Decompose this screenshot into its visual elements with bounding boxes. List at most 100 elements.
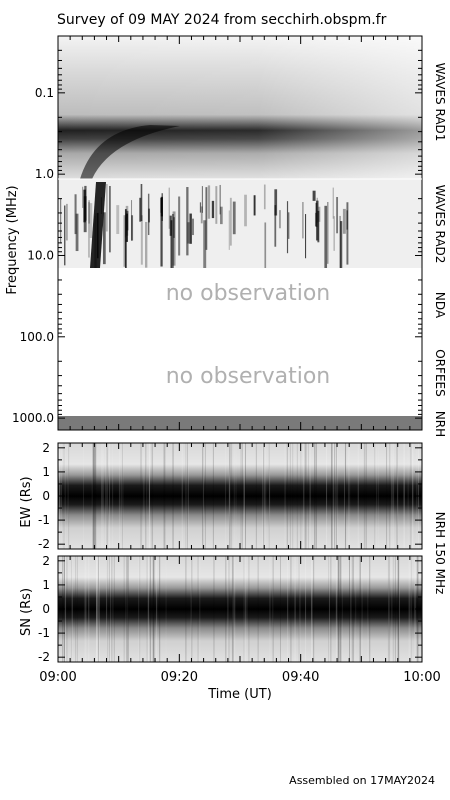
nrh-streak: [92, 443, 94, 549]
nrh-streak: [202, 443, 204, 549]
nrh-streak: [386, 443, 388, 549]
nrh-streak: [202, 443, 204, 549]
rad2-streak: [192, 218, 194, 236]
nrh-tick-label: 0: [42, 489, 50, 503]
nrh-streak: [359, 556, 361, 662]
nrh-streak: [185, 443, 187, 549]
nrh-streak: [268, 443, 270, 549]
nrh-streak: [397, 443, 399, 549]
nrh-streak: [361, 556, 363, 662]
nrh-streak: [97, 556, 99, 662]
nrh-streak: [334, 443, 336, 549]
nrh-streak: [71, 556, 73, 662]
nrh-streak: [243, 443, 245, 549]
nrh-streak: [96, 556, 98, 662]
nrh-streak: [248, 556, 250, 662]
rad2-streak: [199, 202, 202, 213]
frequency-axis-label: Frequency (MHz): [5, 185, 20, 294]
nrh-streak: [388, 556, 390, 662]
nrh-streak: [394, 556, 396, 662]
nrh-streak: [94, 443, 96, 549]
nrh-streak: [139, 556, 141, 662]
nrh-streak: [397, 556, 399, 662]
rad2-streak: [109, 186, 111, 253]
nrh-streak: [127, 556, 129, 662]
nrh-streak: [66, 556, 68, 662]
nrh-streak: [123, 556, 125, 662]
nrh-streak: [388, 556, 390, 662]
nrh-streak: [243, 556, 245, 662]
nrh-streak: [235, 443, 237, 549]
nrh-streak: [106, 556, 108, 662]
nrh-streak: [255, 443, 257, 549]
nrh-streak: [363, 443, 365, 549]
band-label-nda: NDA: [433, 292, 447, 319]
nrh-streak: [315, 443, 317, 549]
nrh-streak: [108, 556, 110, 662]
nrh-streak: [172, 443, 174, 549]
rad2-streak: [201, 186, 203, 213]
nrh-streak: [286, 443, 288, 549]
rad2-streak: [318, 206, 321, 222]
nrh-streak: [125, 556, 127, 662]
nrh-streak: [149, 556, 151, 662]
nrh-tick-label: 2: [42, 441, 50, 455]
nrh-streak: [118, 443, 120, 549]
rad2-streak: [171, 214, 174, 268]
rad2-streak: [228, 210, 230, 250]
rad2-streak: [140, 215, 143, 265]
nrh-streak: [106, 443, 108, 549]
time-tick-label: 09:40: [282, 670, 319, 685]
nrh-streak: [120, 443, 122, 549]
nrh-streak: [156, 556, 158, 662]
nrh-streak: [96, 556, 98, 662]
nrh-streak: [97, 556, 99, 662]
band-label-orfees: ORFEES: [433, 349, 447, 396]
nrh-streak: [269, 556, 271, 662]
nrh-streak: [414, 556, 416, 662]
rad2-streak: [333, 216, 335, 251]
nrh-streak: [337, 556, 339, 662]
nrh-streak: [328, 556, 330, 662]
nrh-streak: [294, 556, 296, 662]
nrh-streak: [367, 556, 369, 662]
nrh-freq-label: NRH 150 MHz: [433, 512, 447, 595]
rad2-streak: [336, 196, 339, 234]
freq-tick-label: 10.0: [27, 248, 54, 262]
rad1-fade: [58, 36, 422, 179]
nrh-streak: [185, 556, 187, 662]
nrh-streak: [64, 443, 66, 549]
nrh-streak: [298, 556, 300, 662]
rad2-streak: [278, 210, 281, 229]
nrh-streak: [244, 443, 246, 549]
nrh-streak: [148, 443, 150, 549]
nrh-streak: [292, 443, 294, 549]
nrh-streak: [122, 443, 124, 549]
nrh-streak: [152, 556, 154, 662]
rad2-burst: [90, 182, 106, 268]
nrh-streak: [91, 443, 93, 549]
rad2-streak: [219, 184, 221, 215]
nrh-streak: [407, 443, 409, 549]
nrh-streak: [352, 556, 354, 662]
rad2-streak: [263, 184, 266, 210]
nrh-streak: [197, 556, 199, 662]
nrh-streak: [75, 556, 77, 662]
nrh-streak: [159, 556, 161, 662]
nrh-streak: [359, 556, 361, 662]
nrh-streak: [121, 443, 123, 549]
rad2-streak: [123, 215, 126, 267]
nrh-streak: [67, 443, 69, 549]
nrh-streak: [234, 556, 236, 662]
rad2-streak: [172, 211, 176, 266]
nrh-band-image: [58, 416, 422, 430]
nrh-streak: [101, 443, 103, 549]
nrh-streak: [85, 556, 87, 662]
rad2-streak: [244, 194, 247, 227]
rad2-streak: [139, 197, 142, 222]
nrh-streak: [152, 443, 154, 549]
nrh-streak: [126, 556, 128, 662]
rad2-streak: [88, 200, 90, 224]
nrh-streak: [410, 556, 412, 662]
nrh-streak: [344, 443, 346, 549]
